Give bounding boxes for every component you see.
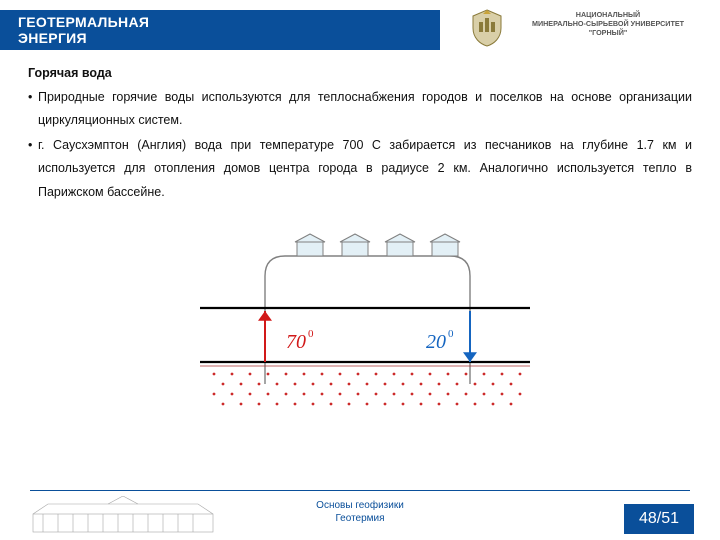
footer-caption: Основы геофизики Геотермия (0, 500, 720, 525)
footer-line1: Основы геофизики (0, 500, 720, 513)
page-title: ГЕОТЕРМАЛЬНАЯЭНЕРГИЯ (18, 14, 149, 46)
bullet-list: Природные горячие воды используются для … (28, 86, 692, 204)
university-crest-icon (469, 8, 505, 48)
circulation-diagram: 700200 (170, 216, 550, 416)
content: Горячая вода Природные горячие воды испо… (0, 56, 720, 416)
svg-text:20: 20 (426, 331, 446, 353)
bullet-item: г. Саусхэмптон (Англия) вода при темпера… (28, 134, 692, 203)
footer-line2: Геотермия (0, 513, 720, 526)
footer-divider (30, 490, 690, 491)
bullet-item: Природные горячие воды используются для … (28, 86, 692, 132)
svg-text:70: 70 (286, 331, 306, 353)
svg-text:0: 0 (308, 328, 314, 340)
subtitle: Горячая вода (28, 66, 692, 80)
page-number: 48/51 (624, 504, 694, 534)
university-name: НАЦИОНАЛЬНЫЙМИНЕРАЛЬНО-СЫРЬЕВОЙ УНИВЕРСИ… (508, 10, 708, 37)
svg-text:0: 0 (448, 328, 454, 340)
title-band: ГЕОТЕРМАЛЬНАЯЭНЕРГИЯ (0, 10, 440, 50)
footer: Основы геофизики Геотермия 48/51 (0, 490, 720, 540)
header: ГЕОТЕРМАЛЬНАЯЭНЕРГИЯ НАЦИОНАЛЬНЫЙМИНЕРАЛ… (0, 0, 720, 56)
